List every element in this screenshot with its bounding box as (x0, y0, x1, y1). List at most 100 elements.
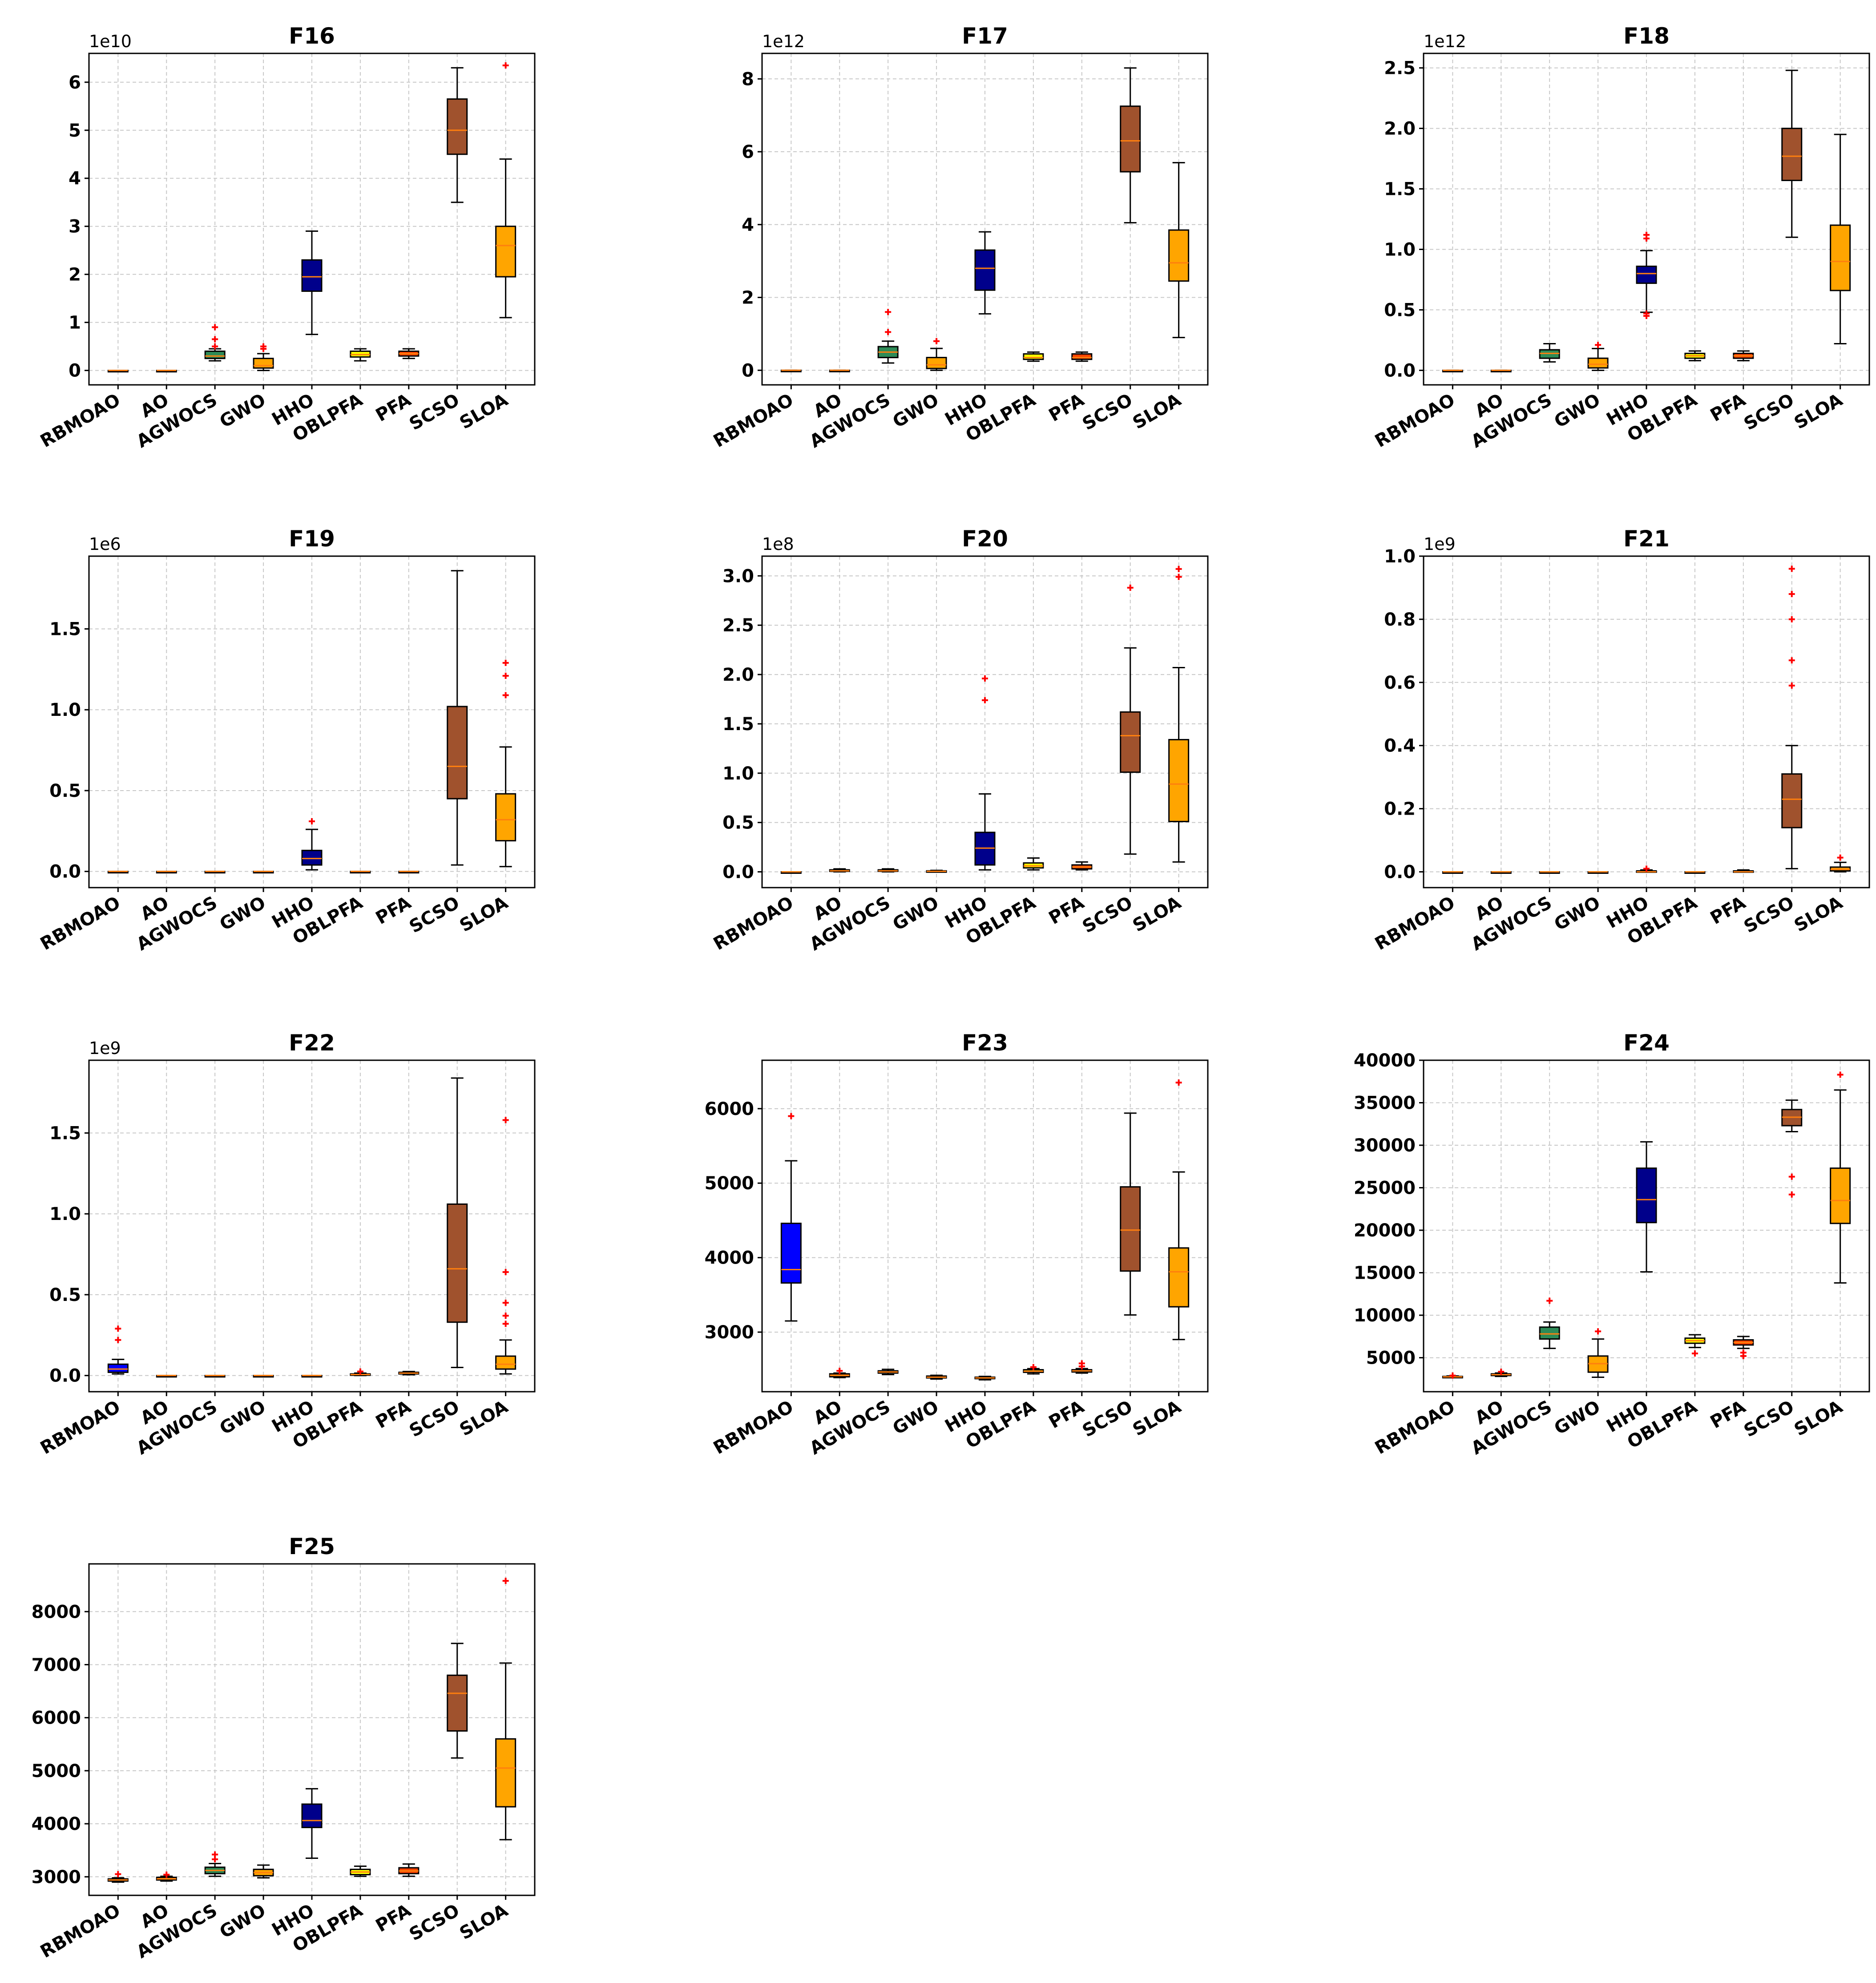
outlier-marker (1175, 573, 1182, 580)
outlier-marker (212, 343, 218, 350)
box-iqr (447, 1203, 468, 1323)
outlier-marker (1788, 591, 1795, 598)
outlier-marker (1595, 342, 1602, 348)
box-scso (1120, 584, 1141, 855)
box-iqr (926, 357, 947, 369)
outlier-marker (1643, 310, 1650, 317)
box-iqr (447, 706, 468, 800)
outlier-marker (502, 1117, 509, 1123)
box-sloa (1168, 565, 1190, 863)
y-tick-label: 15000 (1354, 1263, 1416, 1284)
box-oblpfa (1684, 350, 1706, 362)
y-tick-label: 0.0 (1384, 360, 1416, 381)
x-tick-label: SLOA (456, 390, 512, 433)
y-tick-label: 1.0 (49, 700, 81, 720)
box-iqr (1830, 224, 1851, 291)
outlier-marker (502, 692, 509, 699)
outlier-marker (982, 697, 988, 703)
box-pfa (1733, 1336, 1754, 1359)
x-tick-label: SLOA (1791, 1397, 1846, 1440)
x-tick-label: GWO (216, 1900, 269, 1943)
box-agwocs (877, 309, 899, 364)
y-tick-label: 1.0 (1384, 546, 1416, 567)
box-pfa (398, 871, 420, 874)
y-tick-label: 30000 (1354, 1135, 1416, 1156)
x-tick-label: SCSO (1740, 893, 1797, 937)
y-tick-label: 0.5 (1384, 300, 1416, 320)
y-tick-label: 5000 (1366, 1348, 1416, 1369)
x-tick-label: SCSO (1079, 893, 1136, 937)
box-iqr (253, 358, 274, 369)
y-tick-label: 1.5 (49, 619, 81, 640)
outlier-marker (115, 1325, 121, 1332)
outlier-marker (502, 1321, 509, 1327)
outlier-marker (1127, 584, 1134, 591)
box-sloa (495, 1117, 516, 1375)
x-tick-label: SLOA (456, 1397, 512, 1440)
x-tick-label: GWO (216, 390, 269, 432)
box-agwocs (204, 1375, 226, 1378)
y-tick-label: 5 (69, 121, 81, 141)
box-iqr (495, 226, 516, 278)
x-tick-label: RBMOAO (37, 893, 124, 954)
box-pfa (1071, 861, 1093, 871)
box-sloa (1830, 854, 1851, 873)
box-oblpfa (1023, 857, 1044, 871)
y-tick-label: 0.5 (722, 813, 754, 833)
outlier-marker (357, 1368, 363, 1375)
box-oblpfa (1023, 1364, 1044, 1375)
box-iqr (1120, 711, 1141, 773)
outlier-marker (212, 1851, 218, 1858)
box-iqr (1781, 128, 1803, 181)
box-iqr (974, 249, 996, 291)
box-iqr (301, 849, 323, 866)
outlier-marker (502, 1269, 509, 1276)
outlier-marker (163, 1871, 170, 1878)
box-iqr (1587, 357, 1609, 369)
y-tick-label: 0.5 (49, 1285, 81, 1305)
outlier-marker (309, 818, 315, 824)
outlier-marker (212, 336, 218, 343)
box-rbmoao (1442, 1372, 1463, 1379)
box-scso (1120, 1112, 1141, 1316)
box-hho (1636, 1141, 1657, 1273)
box-agwocs (204, 1851, 226, 1877)
box-oblpfa (350, 1865, 371, 1877)
y-tick-label: 4 (69, 169, 81, 189)
box-ao (829, 1368, 850, 1378)
y-tick-label: 7000 (32, 1655, 81, 1675)
box-ao (156, 871, 177, 874)
x-tick-label: SCSO (1079, 390, 1136, 435)
y-tick-label: 25000 (1354, 1178, 1416, 1199)
y-tick-label: 0.0 (1384, 862, 1416, 883)
box-oblpfa (350, 871, 371, 874)
box-gwo (926, 869, 947, 873)
outlier-marker (1788, 657, 1795, 664)
box-iqr (495, 1738, 516, 1808)
box-scso (447, 1643, 468, 1759)
box-iqr (107, 1363, 129, 1373)
box-rbmoao (107, 1871, 129, 1883)
y-tick-label: 10000 (1354, 1305, 1416, 1326)
y-tick-label: 0.6 (1384, 673, 1416, 693)
outlier-marker (1837, 854, 1844, 861)
box-scso (447, 1077, 468, 1368)
y-tick-label: 5000 (705, 1173, 754, 1194)
x-tick-label: SCSO (1079, 1397, 1136, 1442)
y-tick-label: 6000 (705, 1099, 754, 1119)
subplot-title: F23 (962, 1030, 1008, 1056)
box-iqr (447, 98, 468, 155)
outlier-marker (1175, 1079, 1182, 1086)
box-hho (974, 1376, 996, 1381)
box-scso (1120, 67, 1141, 224)
box-gwo (253, 343, 274, 372)
outlier-marker (1643, 231, 1650, 238)
outlier-marker (1837, 1071, 1844, 1078)
box-scso (1781, 1099, 1803, 1198)
box-rbmoao (107, 370, 129, 373)
